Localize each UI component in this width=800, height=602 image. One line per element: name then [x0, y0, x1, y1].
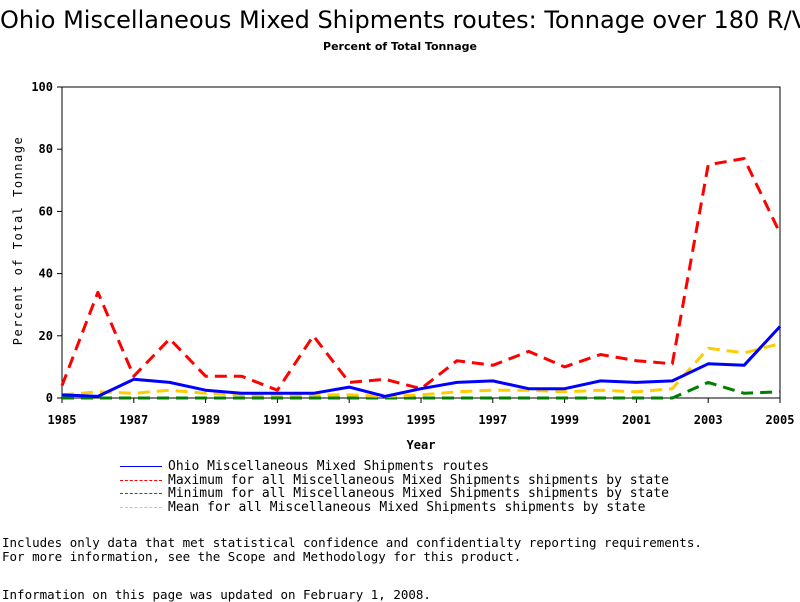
- y-tick-label: 100: [31, 80, 53, 94]
- footnote-line-1: Includes only data that met statistical …: [2, 535, 702, 550]
- minimum-by-state-series: [62, 380, 781, 400]
- legend-swatch: [120, 466, 162, 468]
- chart-subtitle: Percent of Total Tonnage: [323, 40, 477, 53]
- legend-label: Mean for all Miscellaneous Mixed Shipmen…: [168, 499, 646, 515]
- legend-label: Minimum for all Miscellaneous Mixed Ship…: [168, 486, 669, 502]
- x-tick-label: 1987: [119, 413, 148, 427]
- mean-by-state-series: [61, 342, 781, 398]
- x-tick-label: 1991: [263, 413, 292, 427]
- x-tick-label: 1995: [407, 413, 436, 427]
- plot-frame: [61, 86, 781, 399]
- legend-item: Minimum for all Miscellaneous Mixed Ship…: [120, 486, 669, 502]
- x-tick-label: 1999: [550, 413, 579, 427]
- y-tick-label: 20: [39, 329, 53, 343]
- ohio-routes-series: [61, 325, 782, 398]
- y-tick-label: 80: [39, 142, 53, 156]
- legend: Ohio Miscellaneous Mixed Shipments route…: [120, 459, 669, 515]
- legend-item: Ohio Miscellaneous Mixed Shipments route…: [120, 459, 669, 475]
- x-tick-label: 2003: [694, 413, 723, 427]
- legend-item: Mean for all Miscellaneous Mixed Shipmen…: [120, 499, 669, 515]
- maximum-by-state-series: [60, 157, 782, 392]
- x-tick-label: 1985: [48, 413, 77, 427]
- y-tick-label: 40: [39, 267, 53, 281]
- x-tick-label: 2005: [766, 413, 795, 427]
- legend-label: Maximum for all Miscellaneous Mixed Ship…: [168, 472, 669, 488]
- legend-swatch: [120, 493, 162, 495]
- y-tick-label: 0: [46, 391, 53, 405]
- y-tick-label: 60: [39, 204, 53, 218]
- legend-label: Ohio Miscellaneous Mixed Shipments route…: [168, 459, 489, 475]
- x-tick-label: 2001: [622, 413, 651, 427]
- footnotes: Includes only data that met statistical …: [2, 536, 702, 564]
- footnote-line-2: For more information, see the Scope and …: [2, 549, 522, 564]
- x-tick-label: 1997: [478, 413, 507, 427]
- legend-item: Maximum for all Miscellaneous Mixed Ship…: [120, 472, 669, 488]
- x-tick-label: 1993: [335, 413, 364, 427]
- update-note: Information on this page was updated on …: [2, 587, 431, 602]
- chart-title: Ohio Miscellaneous Mixed Shipments route…: [0, 6, 800, 34]
- legend-swatch: [120, 479, 162, 481]
- y-axis-label: Percent of Total Tonnage: [11, 136, 25, 345]
- legend-swatch: [120, 506, 162, 508]
- x-axis-label: Year: [407, 438, 436, 452]
- x-tick-label: 1989: [191, 413, 220, 427]
